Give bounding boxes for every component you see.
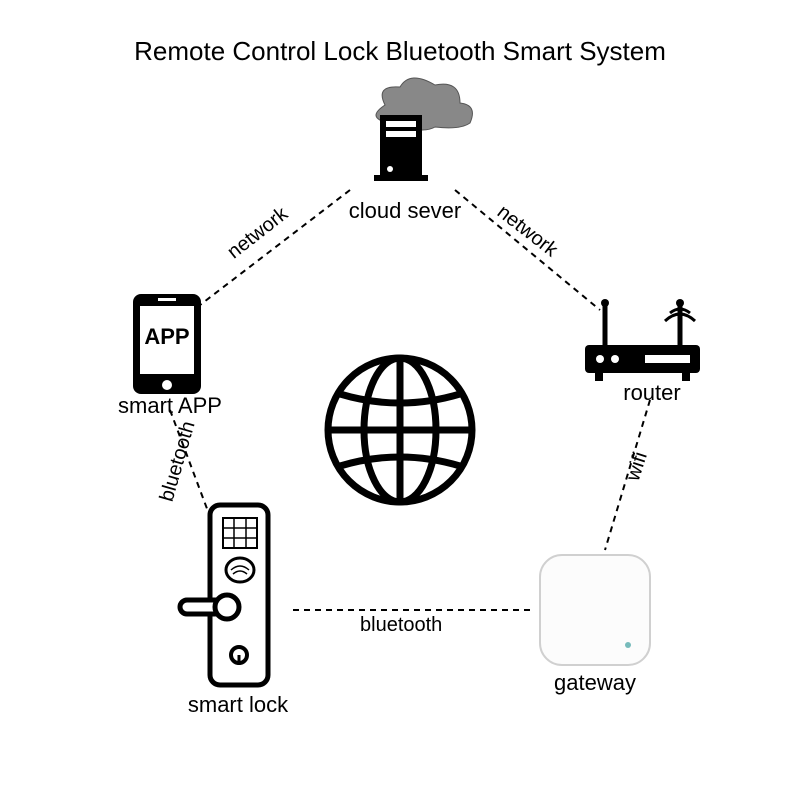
smart-lock-icon bbox=[175, 500, 290, 715]
smart-lock-label: smart lock bbox=[178, 692, 298, 718]
globe-icon bbox=[320, 350, 480, 515]
smart-app-label: smart APP bbox=[110, 393, 230, 419]
gateway-icon bbox=[530, 545, 660, 680]
diagram-canvas: Remote Control Lock Bluetooth Smart Syst… bbox=[0, 0, 800, 800]
cloud-server-label: cloud sever bbox=[345, 198, 465, 224]
edge-cloud-router bbox=[455, 190, 600, 310]
router-label: router bbox=[612, 380, 692, 406]
edge-label-bluetooth-1: bluetooth bbox=[360, 614, 442, 637]
cloud-server-icon bbox=[340, 75, 480, 190]
smart-app-icon: APP bbox=[125, 290, 210, 405]
svg-text:APP: APP bbox=[144, 324, 189, 349]
gateway-label: gateway bbox=[545, 670, 645, 696]
